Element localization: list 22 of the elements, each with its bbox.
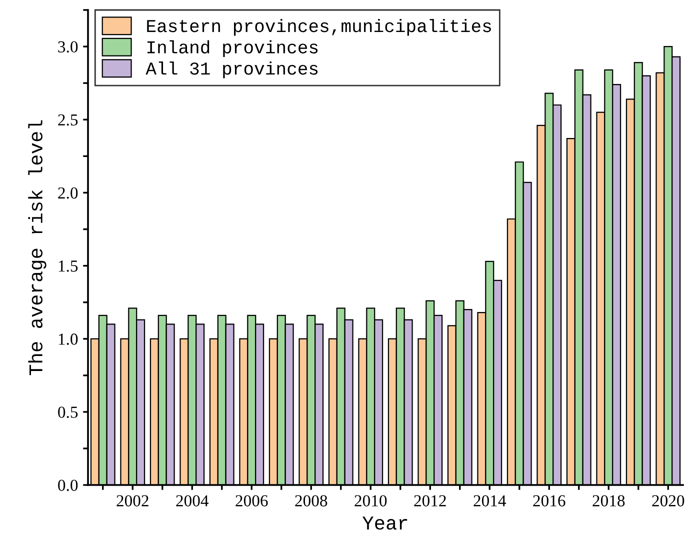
x-tick-label: 2008 bbox=[295, 495, 328, 506]
x-tick-label: 2016 bbox=[533, 495, 566, 506]
x-tick-label: 2006 bbox=[236, 495, 268, 506]
y-tick-label: 3.0 bbox=[58, 41, 78, 53]
y-tick-label: 0.5 bbox=[58, 406, 78, 418]
y-tick-label: 1.0 bbox=[58, 334, 78, 345]
legend-label: All 31 provinces bbox=[146, 61, 318, 78]
x-tick-label: 2004 bbox=[176, 495, 209, 506]
x-tick-label: 2002 bbox=[116, 495, 148, 506]
x-tick-label: 2010 bbox=[354, 495, 387, 506]
y-tick-label: 1.5 bbox=[58, 260, 78, 272]
legend-label: Eastern provinces,municipalities bbox=[147, 18, 491, 36]
x-tick-label: 2020 bbox=[652, 495, 684, 506]
legend-label: Inland provinces bbox=[147, 40, 318, 58]
y-tick-label: 2.0 bbox=[58, 187, 78, 199]
x-tick-label: 2014 bbox=[474, 495, 506, 506]
x-axis-title: Year bbox=[362, 516, 408, 530]
y-tick-label: 0.0 bbox=[58, 480, 78, 492]
y-tick-label: 2.5 bbox=[58, 114, 78, 126]
y-axis-title: The average risk level bbox=[28, 120, 46, 376]
x-tick-label: 2012 bbox=[414, 495, 446, 506]
x-tick-label: 2018 bbox=[592, 495, 625, 506]
